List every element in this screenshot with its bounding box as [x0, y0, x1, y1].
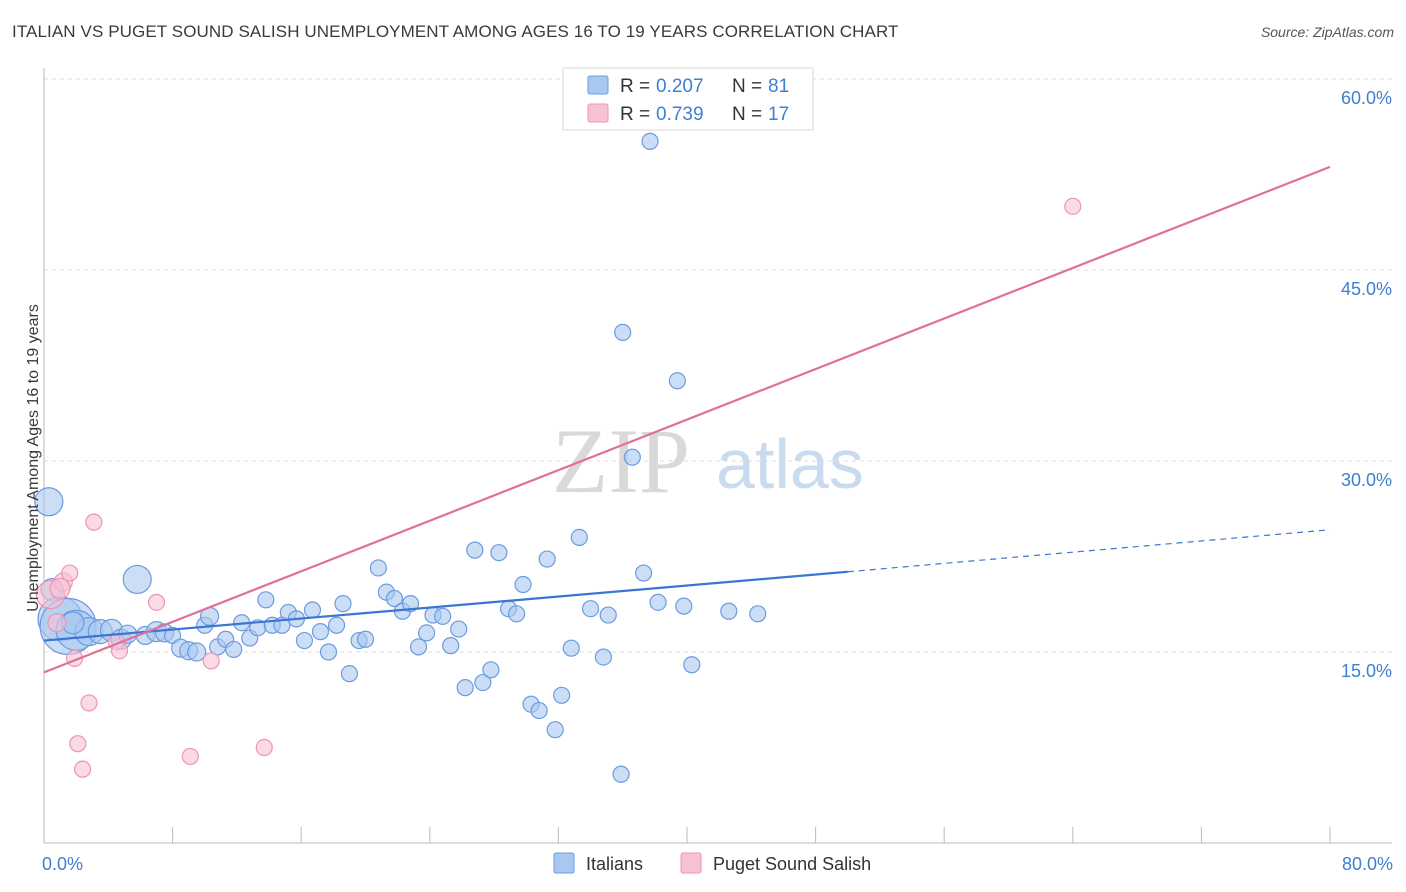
y-tick-label: 30.0%	[1341, 470, 1392, 490]
bottom-legend-italians: Italians	[586, 854, 643, 874]
point-puget	[181, 747, 199, 766]
point-puget	[73, 760, 92, 778]
y-tick-label: 45.0%	[1341, 279, 1392, 299]
point-italians	[720, 602, 738, 620]
point-puget	[255, 738, 273, 757]
point-italians	[668, 372, 686, 390]
x-tick-label: 80.0%	[1342, 854, 1393, 874]
gridlines	[44, 78, 1392, 653]
point-puget	[85, 513, 103, 531]
y-axis-label: Unemployment Among Ages 16 to 19 years	[25, 304, 42, 612]
point-italians	[508, 605, 526, 623]
point-puget	[202, 652, 220, 670]
source-label: Source: ZipAtlas.com	[1260, 24, 1394, 40]
point-italians	[334, 595, 352, 613]
point-italians	[581, 600, 600, 618]
point-italians	[474, 673, 492, 692]
legend-r-value: 0.207	[656, 76, 704, 97]
point-italians	[369, 559, 387, 577]
point-italians	[356, 630, 375, 648]
point-italians	[319, 643, 338, 661]
legend-n-label: N =	[732, 104, 762, 125]
point-italians	[442, 637, 460, 655]
point-italians	[623, 448, 641, 466]
point-italians	[295, 631, 314, 650]
watermark-atlas: atlas	[716, 425, 864, 503]
point-puget	[147, 593, 166, 611]
point-italians	[553, 686, 571, 704]
point-italians	[311, 623, 330, 641]
point-italians	[599, 606, 617, 624]
point-italians	[187, 642, 207, 662]
legend: R = 0.207 N = 81 R = 0.739 N = 17	[562, 67, 814, 131]
point-puget	[80, 694, 98, 712]
point-italians	[385, 589, 404, 608]
chart-title: ITALIAN VS PUGET SOUND SALISH UNEMPLOYME…	[12, 22, 899, 41]
point-puget	[1064, 197, 1082, 215]
point-italians	[466, 541, 484, 559]
legend-swatch-puget	[587, 103, 609, 123]
point-italians	[327, 616, 346, 634]
point-italians	[649, 593, 667, 611]
point-italians	[34, 487, 64, 517]
trend-line-italians	[43, 570, 848, 642]
point-italians	[530, 701, 548, 720]
x-tick-label: 0.0%	[42, 854, 83, 874]
point-italians	[634, 564, 653, 582]
legend-r-label: R =	[620, 104, 650, 125]
point-italians	[614, 323, 632, 341]
point-italians	[401, 595, 420, 613]
point-italians	[490, 544, 508, 562]
point-italians	[417, 624, 436, 642]
bottom-legend: Italians Puget Sound Salish	[553, 852, 871, 874]
y-tick-label: 15.0%	[1341, 661, 1392, 681]
point-italians	[514, 575, 532, 594]
legend-swatch-italians	[587, 75, 609, 95]
point-italians	[570, 528, 588, 547]
point-puget	[47, 613, 67, 633]
y-tick-label: 60.0%	[1341, 88, 1392, 108]
trend-line-puget	[43, 165, 1331, 674]
trend-lines	[43, 165, 1331, 674]
point-italians	[409, 638, 428, 656]
point-italians	[675, 597, 693, 615]
axes	[43, 68, 1392, 844]
legend-r-label: R =	[620, 76, 650, 97]
point-italians	[546, 721, 564, 739]
watermark-zip: ZIP	[552, 410, 690, 512]
point-italians	[122, 564, 152, 595]
point-italians	[612, 765, 630, 783]
point-italians	[456, 679, 474, 697]
y-tick-labels: 15.0% 30.0% 45.0% 60.0%	[1341, 88, 1392, 681]
legend-n-value: 17	[768, 104, 789, 125]
point-puget	[61, 564, 79, 582]
bottom-legend-swatch-puget	[680, 852, 702, 874]
point-italians	[538, 550, 556, 568]
point-italians	[562, 639, 580, 657]
point-italians	[749, 605, 767, 623]
bottom-legend-swatch-italians	[553, 852, 575, 874]
point-italians	[482, 661, 500, 679]
point-puget	[69, 735, 87, 753]
legend-n-label: N =	[732, 76, 762, 97]
watermark: ZIP atlas	[552, 410, 864, 512]
point-puget	[49, 577, 71, 599]
legend-r-value: 0.739	[656, 104, 704, 125]
bottom-legend-puget: Puget Sound Salish	[713, 854, 871, 874]
x-tick-labels: 0.0% 80.0%	[42, 854, 1393, 874]
point-italians	[641, 132, 659, 150]
point-italians	[225, 640, 243, 659]
point-italians	[434, 607, 452, 625]
trend-line-italians-extension	[847, 529, 1331, 573]
point-italians	[303, 601, 322, 619]
point-italians	[257, 591, 275, 609]
point-italians	[683, 656, 701, 674]
point-italians	[450, 620, 468, 638]
point-italians	[594, 648, 613, 666]
legend-n-value: 81	[768, 76, 789, 97]
point-italians	[340, 665, 359, 683]
